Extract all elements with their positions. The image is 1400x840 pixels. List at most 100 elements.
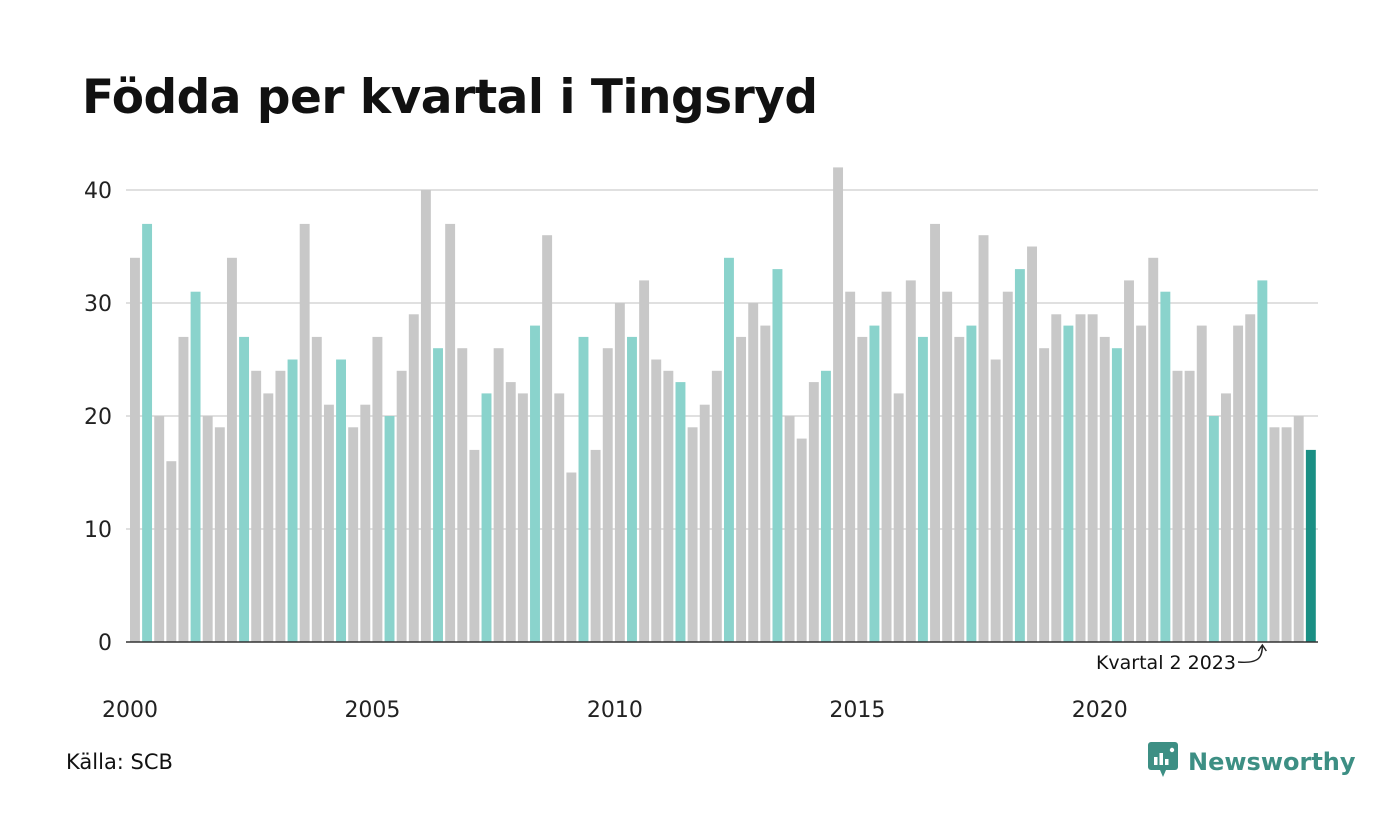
bar — [1027, 246, 1037, 642]
bar — [1124, 280, 1134, 642]
bar — [384, 416, 395, 642]
annotation-label: Kvartal 2 2023 — [1096, 652, 1236, 674]
bar — [990, 359, 1001, 642]
bar — [651, 359, 662, 642]
bar — [178, 336, 189, 642]
y-tick-label: 20 — [84, 405, 112, 430]
latest-annotation: Kvartal 2 2023 — [1096, 643, 1267, 674]
bar — [942, 291, 953, 642]
bar — [1075, 314, 1086, 642]
bar — [1184, 370, 1195, 642]
bar — [542, 235, 553, 642]
bar — [554, 393, 565, 642]
bar — [275, 370, 286, 642]
bar — [772, 269, 783, 642]
bar — [530, 325, 540, 642]
source-label: Källa: SCB — [66, 750, 173, 774]
bar — [1087, 314, 1098, 642]
bar — [736, 336, 747, 642]
bar — [1281, 427, 1292, 642]
bar — [808, 382, 819, 642]
bar — [687, 427, 698, 642]
bar — [711, 370, 722, 642]
bar — [190, 291, 201, 642]
bar — [663, 370, 674, 642]
bar — [1160, 291, 1171, 642]
bar — [760, 325, 771, 642]
bar — [966, 325, 977, 642]
bar — [1039, 348, 1050, 642]
bar — [566, 472, 577, 642]
bar — [1099, 336, 1110, 642]
bar — [1063, 325, 1074, 642]
bar — [214, 427, 225, 642]
bar — [845, 291, 856, 642]
bar — [287, 359, 298, 642]
bar — [1221, 393, 1231, 642]
bar — [602, 348, 613, 642]
bars — [130, 167, 1316, 642]
bar — [1002, 291, 1013, 642]
newsworthy-logo-icon — [1148, 742, 1178, 782]
bar — [675, 382, 686, 642]
bar — [917, 336, 928, 642]
bar-latest — [1305, 449, 1316, 642]
bar — [420, 190, 431, 642]
bar — [978, 235, 989, 642]
bar — [348, 427, 359, 642]
bar — [408, 314, 419, 642]
bar — [481, 393, 492, 642]
y-axis-ticks: 0 10 20 30 40 — [84, 179, 112, 656]
bar — [820, 370, 831, 642]
brand-logo: Newsworthy — [1148, 742, 1356, 782]
y-tick-label: 10 — [84, 518, 112, 543]
bar — [1148, 257, 1159, 642]
bar — [360, 404, 371, 642]
bar — [166, 461, 177, 642]
bar — [881, 291, 892, 642]
bar — [869, 325, 880, 642]
bar — [457, 348, 468, 642]
bar — [905, 280, 916, 642]
bar — [517, 393, 528, 642]
bar — [893, 393, 904, 642]
bar — [590, 449, 601, 642]
bar — [1208, 416, 1219, 642]
bar — [142, 223, 153, 642]
bar — [930, 223, 940, 642]
bar — [154, 416, 165, 642]
bar — [226, 257, 237, 642]
bar — [614, 303, 625, 642]
bar — [1245, 314, 1256, 642]
annotation-arrowhead — [1257, 643, 1267, 652]
brand-name: Newsworthy — [1188, 748, 1356, 776]
x-axis-ticks: 2000 2005 2010 2015 2020 — [102, 698, 1128, 723]
bar — [699, 404, 710, 642]
bar — [372, 336, 383, 642]
bar — [130, 257, 140, 642]
x-tick-label: 2015 — [829, 698, 885, 723]
bar-chart: 0 10 20 30 40 2000 2005 2010 2015 2020 Kvartal 2… — [84, 167, 1318, 723]
y-tick-label: 30 — [84, 292, 112, 317]
annotation-arrow — [1237, 644, 1264, 663]
bar — [493, 348, 504, 642]
bar — [505, 382, 516, 642]
bar — [1293, 416, 1304, 642]
bar — [263, 393, 274, 642]
bar — [833, 167, 844, 642]
bar — [469, 449, 480, 642]
y-tick-label: 0 — [98, 631, 112, 656]
bar — [748, 303, 759, 642]
chart-title: Födda per kvartal i Tingsryd — [82, 70, 818, 125]
bar — [954, 336, 965, 642]
bar — [323, 404, 334, 642]
bar — [796, 438, 807, 642]
bar — [784, 416, 795, 642]
bar — [1269, 427, 1280, 642]
bar — [1051, 314, 1062, 642]
bar — [1111, 348, 1122, 642]
bar — [627, 336, 637, 642]
y-tick-label: 40 — [84, 179, 112, 204]
bar — [1257, 280, 1268, 642]
bar — [336, 359, 346, 642]
